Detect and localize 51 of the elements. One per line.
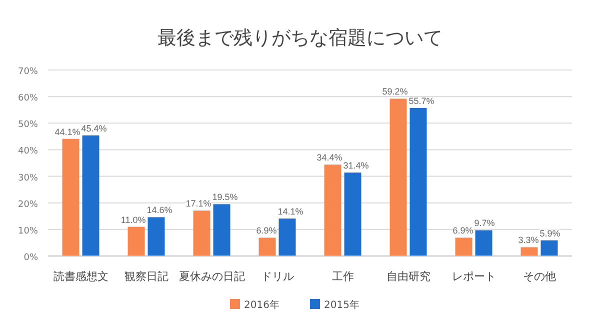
bar	[390, 98, 407, 256]
data-label: 34.4%	[316, 152, 342, 163]
bar	[540, 240, 558, 256]
bar	[278, 218, 296, 256]
bar	[410, 108, 427, 256]
category: その他	[522, 270, 556, 283]
bar	[455, 238, 472, 256]
data-label: 6.9%	[256, 226, 277, 236]
category: ドリル	[260, 270, 294, 283]
category: レポート	[452, 270, 496, 283]
data-label: 44.1%	[54, 126, 80, 137]
y-tick-label: 30%	[18, 173, 38, 184]
legend-label: 2016年	[244, 299, 280, 311]
data-label: 31.4%	[343, 160, 369, 171]
category: 読書感想文	[53, 270, 108, 283]
bar	[520, 247, 538, 256]
y-tick-label: 60%	[18, 94, 38, 104]
data-label: 14.1%	[278, 206, 304, 217]
bar	[324, 164, 342, 256]
bar	[258, 238, 276, 256]
bar	[213, 204, 230, 256]
data-label: 14.6%	[146, 205, 172, 216]
y-tick-label: 50%	[18, 120, 38, 130]
y-tick-label: 70%	[18, 67, 38, 77]
y-tick-label: 10%	[18, 226, 38, 236]
bar	[475, 230, 492, 256]
category: 自由研究	[386, 270, 430, 283]
y-tick-label: 20%	[18, 200, 38, 210]
title: 最後まで残りがちな宿題について	[158, 27, 442, 49]
y-tick-label: 0%	[24, 253, 38, 263]
bar	[62, 138, 80, 256]
bar	[82, 135, 100, 256]
data-label: 45.4%	[81, 123, 107, 134]
data-label: 11.0%	[120, 214, 146, 225]
data-label: 19.5%	[212, 192, 238, 202]
data-label: 3.3%	[518, 235, 539, 246]
data-label: 55.7%	[408, 96, 434, 106]
bar	[148, 217, 165, 256]
data-label: 5.9%	[540, 228, 560, 238]
y-tick-label: 40%	[18, 146, 38, 157]
data-label: 6.9%	[452, 226, 474, 236]
category: 夏休みの日記	[178, 270, 245, 283]
data-label: 59.2%	[382, 86, 408, 97]
category: 工作	[332, 270, 354, 283]
data-label: 9.7%	[474, 218, 495, 228]
data-label: 17.1%	[186, 198, 212, 209]
category: 観察日記	[124, 270, 168, 283]
bar	[193, 210, 210, 256]
bar	[344, 172, 362, 256]
bar	[128, 226, 145, 256]
legend-label: 2015年	[324, 299, 360, 311]
